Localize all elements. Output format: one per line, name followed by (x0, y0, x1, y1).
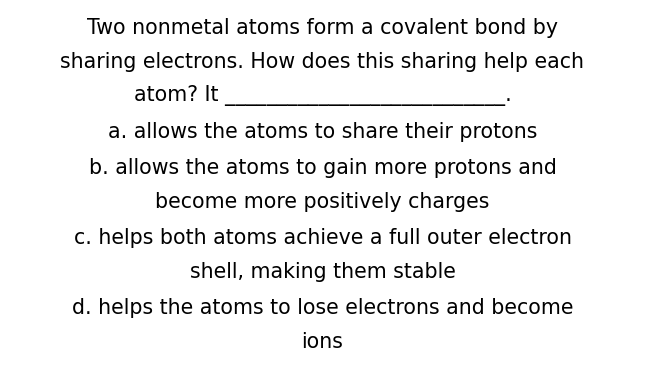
Text: Two nonmetal atoms form a covalent bond by: Two nonmetal atoms form a covalent bond … (87, 18, 558, 38)
Text: sharing electrons. How does this sharing help each: sharing electrons. How does this sharing… (61, 52, 584, 72)
Text: b. allows the atoms to gain more protons and: b. allows the atoms to gain more protons… (88, 158, 557, 178)
Text: shell, making them stable: shell, making them stable (190, 262, 455, 282)
Text: d. helps the atoms to lose electrons and become: d. helps the atoms to lose electrons and… (72, 298, 573, 318)
Text: atom? It ___________________________.: atom? It ___________________________. (134, 86, 511, 107)
Text: c. helps both atoms achieve a full outer electron: c. helps both atoms achieve a full outer… (74, 228, 571, 248)
Text: ions: ions (302, 332, 343, 352)
Text: a. allows the atoms to share their protons: a. allows the atoms to share their proto… (108, 122, 537, 142)
Text: become more positively charges: become more positively charges (155, 192, 490, 212)
